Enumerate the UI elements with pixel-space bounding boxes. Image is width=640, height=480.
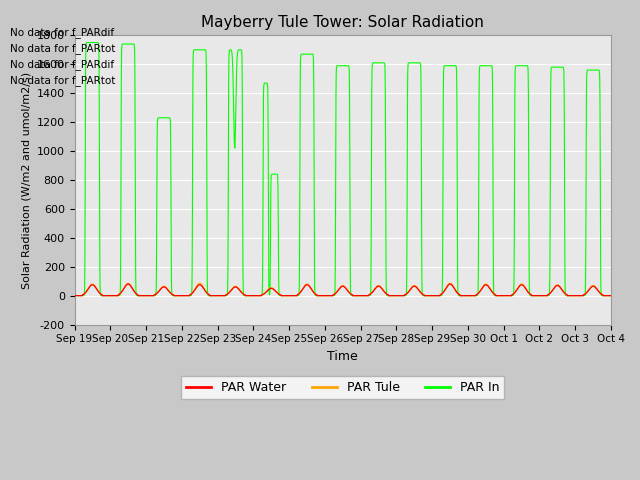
Text: No data for f_PARtot: No data for f_PARtot xyxy=(10,75,115,86)
Title: Mayberry Tule Tower: Solar Radiation: Mayberry Tule Tower: Solar Radiation xyxy=(202,15,484,30)
Text: No data for f_PARdif: No data for f_PARdif xyxy=(10,59,115,70)
Text: No data for f_PARtot: No data for f_PARtot xyxy=(10,43,115,54)
X-axis label: Time: Time xyxy=(328,350,358,363)
Text: No data for f_PARdif: No data for f_PARdif xyxy=(10,27,115,38)
Y-axis label: Solar Radiation (W/m2 and umol/m2/s): Solar Radiation (W/m2 and umol/m2/s) xyxy=(21,72,31,288)
Legend: PAR Water, PAR Tule, PAR In: PAR Water, PAR Tule, PAR In xyxy=(182,376,504,399)
